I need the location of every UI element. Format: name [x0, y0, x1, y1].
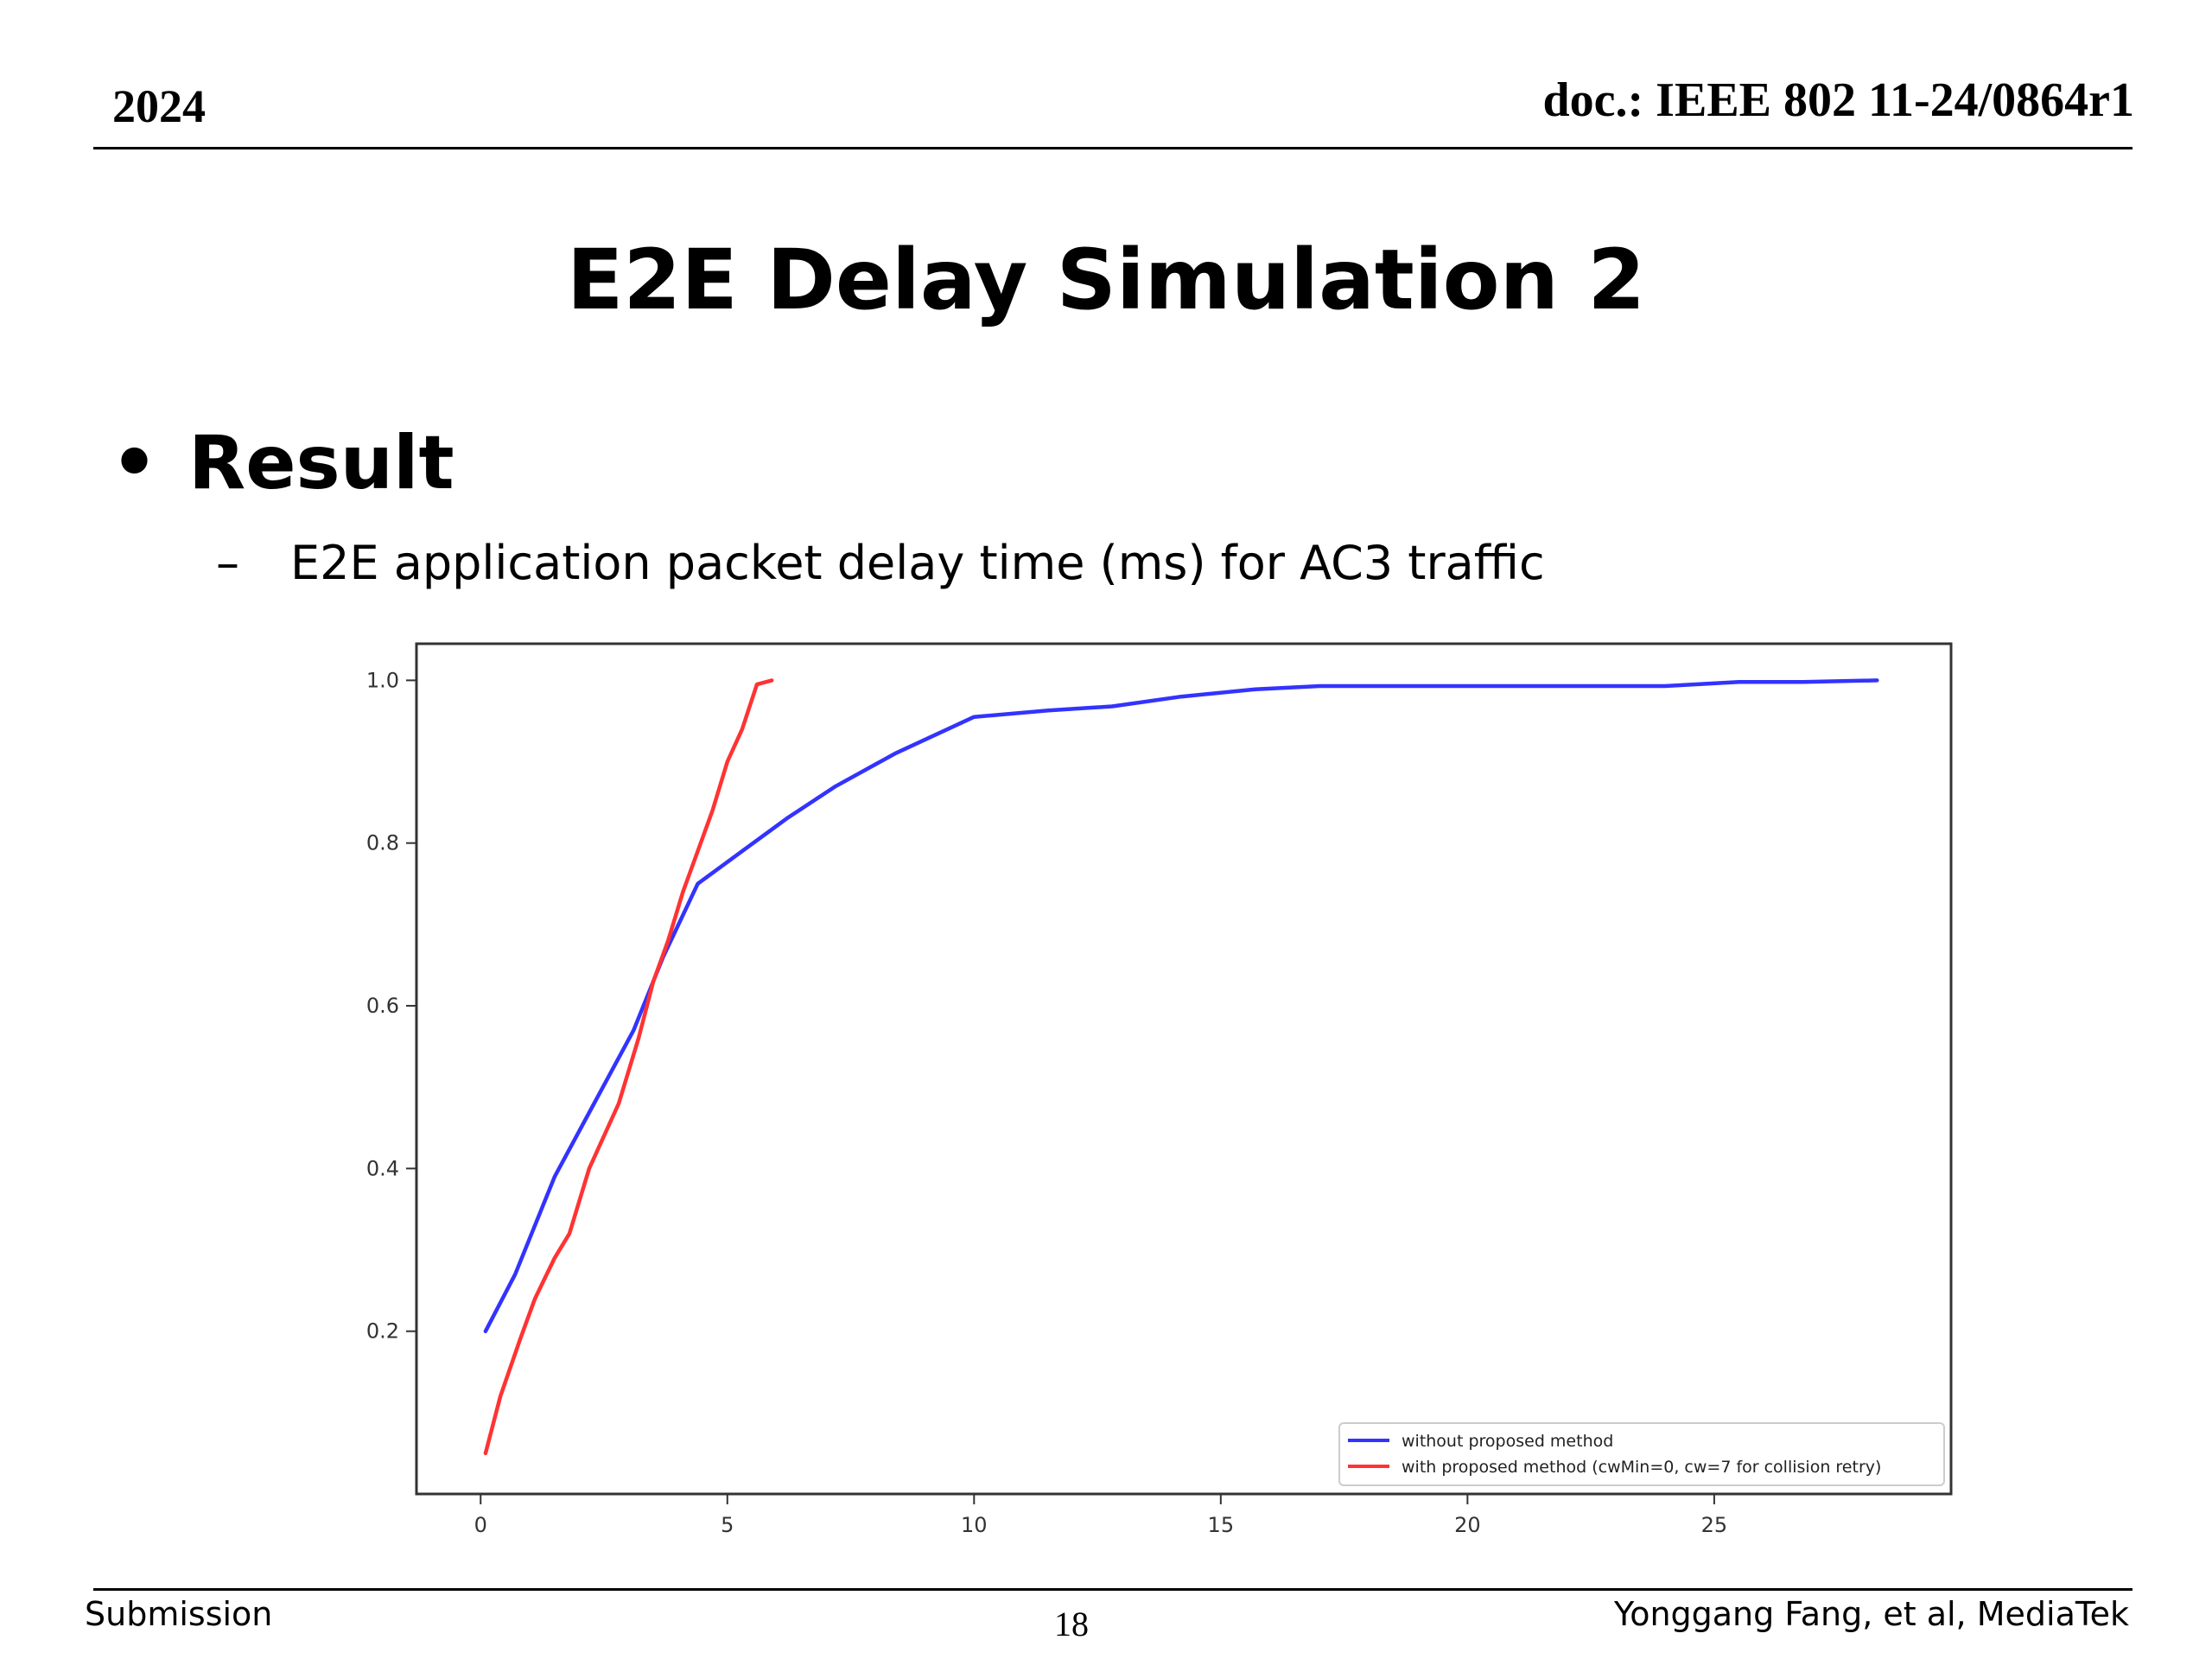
x-tick-label: 25: [1701, 1513, 1728, 1537]
x-tick-label: 15: [1208, 1513, 1235, 1537]
y-tick-label: 1.0: [366, 668, 399, 692]
series-line-1: [483, 678, 774, 1456]
bullet-text: Result: [188, 420, 454, 506]
page-number: 18: [1054, 1605, 1089, 1643]
footer-rule: [93, 1588, 2133, 1591]
header-rule: [93, 147, 2133, 149]
header-year: 2024: [112, 80, 206, 132]
y-tick-label: 0.6: [366, 994, 399, 1018]
slide-title: E2E Delay Simulation 2: [566, 232, 1646, 328]
sub-bullet-item: – E2E application packet delay time (ms) …: [216, 536, 1545, 590]
legend-box: [1338, 1422, 1945, 1486]
footer-submission: Submission: [85, 1595, 273, 1633]
y-tick-label: 0.2: [366, 1319, 399, 1344]
x-tick-label: 5: [721, 1513, 734, 1537]
bullet-dot-icon: •: [111, 420, 158, 506]
legend-label-1: with proposed method (cwMin=0, cw=7 for …: [1402, 1458, 1881, 1477]
y-tick-label: 0.4: [366, 1156, 399, 1180]
header-doc-id: doc.: IEEE 802 11-24/0864r1: [1542, 73, 2134, 127]
sub-bullet-text: E2E application packet delay time (ms) f…: [290, 536, 1545, 590]
x-tick-label: 0: [474, 1513, 487, 1537]
bullet-item: • Result: [111, 420, 454, 506]
plot-area: [415, 642, 1953, 1496]
series-line-0: [483, 678, 1879, 1333]
footer-authors: Yonggang Fang, et al, MediaTek: [1614, 1595, 2129, 1633]
x-tick-label: 10: [961, 1513, 988, 1537]
y-tick-label: 0.8: [366, 831, 399, 855]
dash-icon: –: [216, 536, 239, 590]
x-tick-label: 20: [1454, 1513, 1481, 1537]
legend-label-0: without proposed method: [1402, 1432, 1613, 1451]
